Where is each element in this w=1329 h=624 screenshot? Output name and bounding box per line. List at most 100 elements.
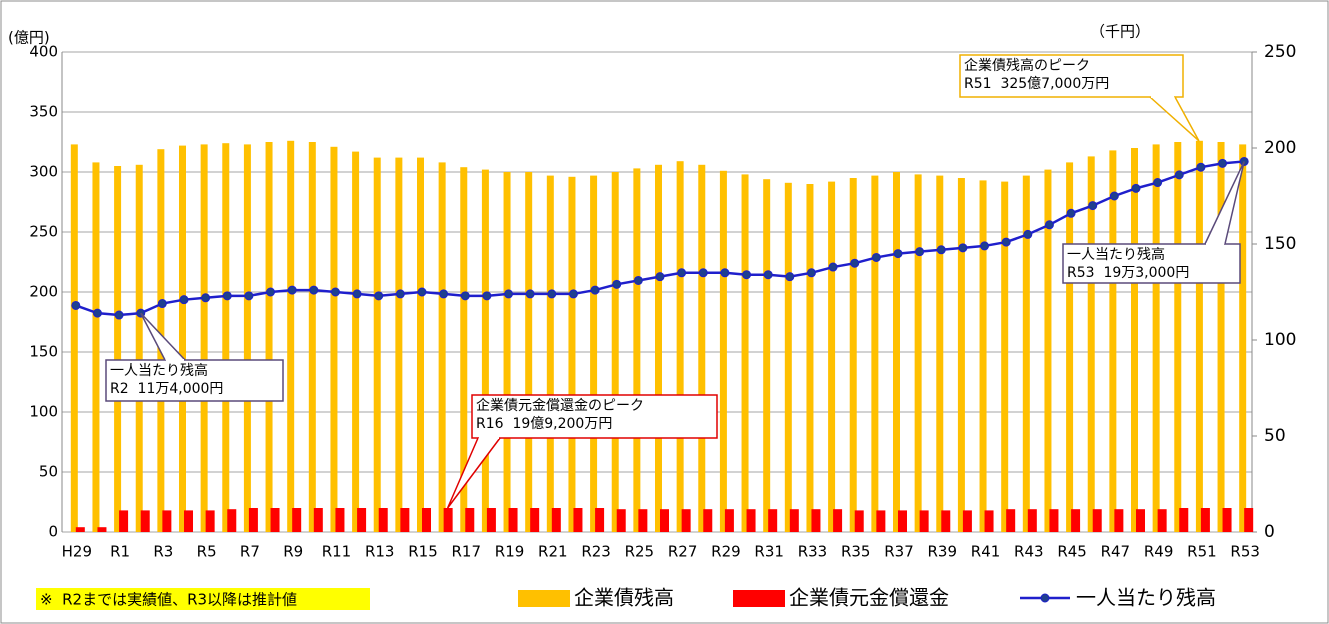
bar xyxy=(1136,509,1145,532)
bar xyxy=(1174,142,1182,532)
bar xyxy=(724,509,734,532)
x-tick-label: R15 xyxy=(408,543,438,561)
legend-marker xyxy=(1040,593,1050,603)
line-point xyxy=(720,268,730,278)
x-tick-label: R9 xyxy=(283,543,303,561)
bar xyxy=(1066,162,1074,532)
bar xyxy=(135,164,143,533)
bar xyxy=(898,510,907,532)
bar xyxy=(184,510,193,532)
x-tick-label: R35 xyxy=(841,543,871,561)
x-tick-label: R3 xyxy=(153,543,173,561)
y-tick-label: 0 xyxy=(48,523,58,541)
line-point xyxy=(958,243,968,253)
line-point xyxy=(633,275,643,285)
bar xyxy=(1222,508,1232,532)
line-point xyxy=(1218,158,1228,168)
line-point xyxy=(395,289,405,299)
bar xyxy=(1131,148,1138,532)
bar xyxy=(200,144,208,532)
bar xyxy=(97,527,107,532)
bar xyxy=(222,143,230,532)
line-point xyxy=(179,295,189,305)
bar xyxy=(313,508,323,532)
annotation-text: 一人当たり残高 xyxy=(1067,246,1165,263)
y-axis-label: (億円) xyxy=(8,29,50,47)
bar xyxy=(616,509,626,532)
bar xyxy=(676,161,684,532)
bar xyxy=(205,510,215,532)
line-point xyxy=(806,268,816,278)
line-point xyxy=(828,262,838,272)
bar xyxy=(248,508,258,532)
legend-label: 企業債残高 xyxy=(574,586,674,610)
bar xyxy=(871,175,879,532)
bar xyxy=(633,168,641,532)
bar xyxy=(443,508,453,532)
line-point xyxy=(547,289,557,299)
annotation-text: 一人当たり残高 xyxy=(110,362,208,379)
bar xyxy=(395,157,403,532)
bar xyxy=(1244,508,1254,532)
line-point xyxy=(893,249,903,259)
bar xyxy=(1092,509,1102,532)
bar xyxy=(1109,150,1117,532)
x-tick-label: R51 xyxy=(1187,543,1217,561)
line-point xyxy=(1131,183,1141,193)
x-tick-label: R53 xyxy=(1230,543,1260,561)
legend-swatch xyxy=(733,590,785,607)
bar xyxy=(611,172,619,532)
y2-tick-label: 100 xyxy=(1264,330,1296,350)
bar xyxy=(508,508,518,532)
x-tick-label: R47 xyxy=(1101,543,1131,561)
x-tick-label: R19 xyxy=(495,543,525,561)
annotation-pointer xyxy=(446,437,501,509)
x-tick-label: R33 xyxy=(798,543,828,561)
bar xyxy=(811,509,821,532)
bar xyxy=(546,175,554,532)
bar xyxy=(179,145,186,532)
legend-swatch xyxy=(518,590,570,607)
x-tick-label: R11 xyxy=(322,543,352,561)
line-point xyxy=(157,299,167,309)
x-tick-label: R49 xyxy=(1144,543,1174,561)
bar xyxy=(486,508,496,532)
annotation-text: 企業債残高のピーク xyxy=(964,57,1090,74)
bar xyxy=(1157,509,1167,532)
x-tick-label: R39 xyxy=(928,543,958,561)
bar xyxy=(936,175,944,532)
y2-tick-label: 50 xyxy=(1264,426,1286,446)
bar xyxy=(1027,509,1037,532)
x-tick-label: R13 xyxy=(365,543,395,561)
y-tick-label: 250 xyxy=(29,223,58,241)
bar xyxy=(768,509,778,532)
line-point xyxy=(525,289,535,299)
bar xyxy=(70,144,78,532)
annotation-pointer xyxy=(1149,96,1200,142)
bar xyxy=(287,140,295,533)
bar xyxy=(330,146,338,533)
bar xyxy=(1049,509,1059,532)
x-tick-label: R45 xyxy=(1057,543,1087,561)
line-point xyxy=(1153,178,1163,188)
annotation-text: R2 11万4,000円 xyxy=(110,381,223,397)
line-point xyxy=(1088,201,1098,211)
y-tick-label: 150 xyxy=(29,343,58,361)
bar xyxy=(741,174,749,532)
y-tick-label: 300 xyxy=(29,163,58,181)
bar xyxy=(941,510,951,532)
x-tick-label: R25 xyxy=(625,543,655,561)
line-point xyxy=(222,291,232,301)
bar xyxy=(833,509,843,532)
y-tick-label: 350 xyxy=(29,103,58,121)
bar xyxy=(162,510,172,532)
bar xyxy=(227,509,237,532)
bar xyxy=(1022,175,1030,532)
line-point xyxy=(850,258,860,268)
annotation-callout xyxy=(471,394,718,439)
bar xyxy=(854,510,864,532)
bar xyxy=(1217,142,1225,532)
bar xyxy=(784,182,792,533)
bar xyxy=(919,510,929,532)
line-point xyxy=(439,289,449,299)
